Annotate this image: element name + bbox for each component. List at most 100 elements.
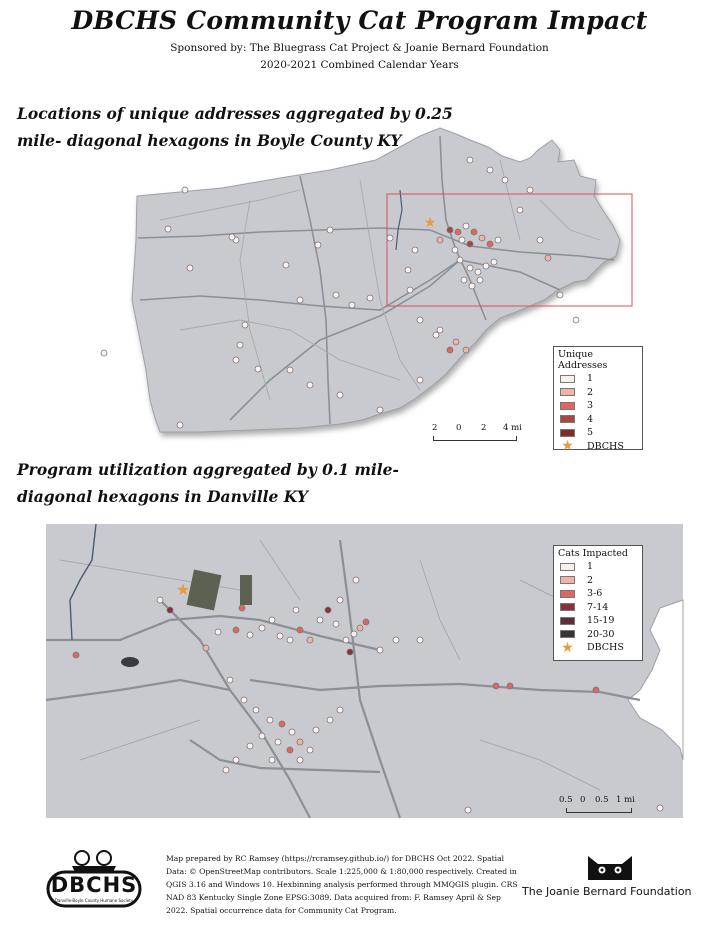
legend-label: 3 (587, 400, 594, 412)
legend-swatch (560, 589, 575, 598)
legend-star-label: DBCHS (587, 642, 624, 654)
legend-label: 4 (587, 413, 594, 425)
legend-label: 20-30 (587, 628, 615, 640)
legend-label: 7-14 (587, 601, 609, 613)
hexbin-point (236, 341, 244, 349)
map1-legend: Unique Addresses 1 2 3 4 5 ★ DBCHS (553, 346, 643, 453)
hexbin-point (436, 326, 444, 334)
hexbin-point (454, 228, 462, 236)
hexbin-point (326, 226, 334, 234)
hexbin-point (411, 246, 419, 254)
page-title: DBCHS Community Cat Program Impact (71, 6, 648, 35)
map-credits: Map prepared by RC Ramsey (https://rcram… (166, 854, 518, 915)
hexbin-point (468, 282, 476, 290)
map1-dbchs-star: ★ (424, 215, 437, 231)
hexbin-point (386, 234, 394, 242)
legend-swatch (560, 388, 575, 397)
logo-subtext: Danville-Boyle County Humane Society (54, 898, 134, 903)
hexbin-point (474, 268, 482, 276)
hexbin-point (348, 301, 356, 309)
paw-icon (46, 850, 142, 908)
hexbin-point (176, 421, 184, 429)
hexbin-point (544, 254, 552, 262)
scale-label: 4 mi (503, 423, 522, 433)
hexbin-point (416, 376, 424, 384)
hexbin-point (516, 206, 524, 214)
scale-label: 2 (432, 423, 438, 433)
legend-label: 5 (587, 427, 594, 439)
legend-swatch (560, 616, 575, 625)
hexbin-point (482, 262, 490, 270)
hexbin-point (458, 236, 466, 244)
hexbin-point (286, 366, 294, 374)
scale-label: 0.5 (595, 795, 609, 805)
legend-swatch (560, 374, 575, 383)
map1-address-points (100, 156, 580, 429)
hexbin-point (526, 186, 534, 194)
map1-title-line1: Locations of unique addresses aggregated… (17, 104, 453, 123)
danville-extent-box (386, 193, 633, 307)
hexbin-point (462, 346, 470, 354)
logo-text: DBCHS (50, 873, 138, 897)
map1-title-line2: mile- diagonal hexagons in Boyle County … (17, 131, 402, 150)
hexbin-point (332, 291, 340, 299)
hexbin-point (181, 186, 189, 194)
legend-star-label: DBCHS (587, 440, 624, 452)
hexbin-point (451, 246, 459, 254)
map2-title-line1: Program utilization aggregated by 0.1 mi… (17, 460, 399, 479)
map2-legend-title: Cats Impacted (558, 548, 628, 559)
hexbin-point (476, 276, 484, 284)
scale-label: 0 (580, 795, 586, 805)
hexbin-point (446, 346, 454, 354)
hexbin-point (254, 365, 262, 373)
hexbin-point (100, 349, 108, 357)
legend-label: 1 (587, 373, 594, 385)
legend-swatch (560, 603, 575, 612)
hexbin-point (436, 236, 444, 244)
hexbin-point (466, 156, 474, 164)
hexbin-point (460, 276, 468, 284)
legend-label: 15-19 (587, 615, 615, 627)
hexbin-point (494, 236, 502, 244)
hexbin-point (452, 338, 460, 346)
legend-swatch (560, 630, 575, 639)
scale-label: 1 mi (616, 795, 635, 805)
scale-label: 2 (481, 423, 487, 433)
dbchs-logo: DBCHS Danville-Boyle County Humane Socie… (46, 848, 142, 914)
county-boundary (131, 127, 621, 433)
hexbin-point (456, 256, 464, 264)
hexbin-point (446, 226, 454, 234)
hexbin-point (470, 228, 478, 236)
scale-label: 0.5 (559, 795, 573, 805)
hexbin-point (486, 166, 494, 174)
hexbin-point (466, 264, 474, 272)
hexbin-point (572, 316, 580, 324)
legend-swatch (560, 415, 575, 424)
hexbin-point (466, 240, 474, 248)
map2-title-line2: diagonal hexagons in Danville KY (17, 487, 308, 506)
map2-legend: Cats Impacted 1 2 3-6 7-14 15-19 20-30 ★… (553, 545, 643, 661)
road-network (137, 135, 615, 425)
hexbin-point (232, 356, 240, 364)
legend-swatch (560, 562, 575, 571)
hexbin-point (186, 264, 194, 272)
hexbin-point (478, 234, 486, 242)
star-icon: ★ (561, 639, 574, 656)
hexbin-point (536, 236, 544, 244)
hexbin-point (490, 258, 498, 266)
hexbin-point (228, 233, 236, 241)
hexbin-point (416, 316, 424, 324)
legend-label: 1 (587, 561, 594, 573)
hexbin-point (241, 321, 249, 329)
hexbin-point (556, 291, 564, 299)
legend-label: 2 (587, 574, 594, 586)
hexbin-point (501, 176, 509, 184)
sponsor-line: Sponsored by: The Bluegrass Cat Project … (170, 42, 549, 54)
scale-label: 0 (456, 423, 462, 433)
map1-legend-title: Unique Addresses (558, 349, 608, 371)
hexbin-point (282, 261, 290, 269)
hexbin-point (164, 225, 172, 233)
hexbin-point (486, 240, 494, 248)
hexbin-point (314, 241, 322, 249)
